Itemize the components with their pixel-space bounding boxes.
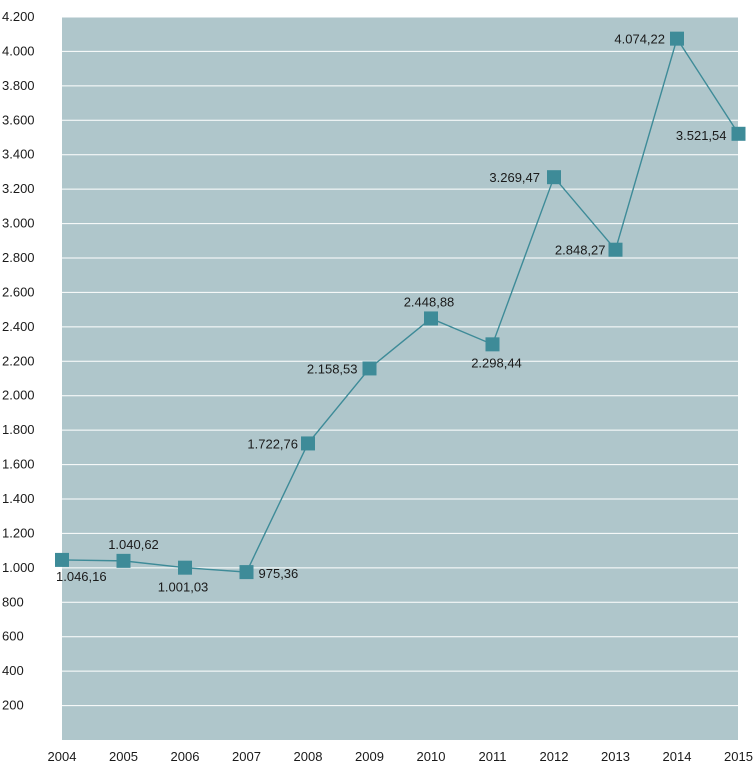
y-tick-label: 3.000 [2, 216, 35, 231]
y-tick-label: 4.000 [2, 43, 35, 58]
y-tick-label: 2.200 [2, 353, 35, 368]
data-point-marker [670, 31, 684, 46]
y-tick-label: 3.200 [2, 181, 35, 196]
data-point-marker [424, 311, 438, 326]
x-tick-label: 2008 [294, 749, 323, 764]
x-tick-label: 2010 [417, 749, 446, 764]
data-label: 1.722,76 [247, 436, 298, 451]
y-axis-ticks: 200 400 600 800 1.000 1.200 1.400 1.600 1.800 2.0… [2, 9, 35, 713]
data-point-marker [731, 126, 746, 141]
x-axis-ticks: 2004 2005 2006 2007 2008 2009 2010 2011 2012 2013… [48, 749, 753, 764]
y-tick-label: 200 [2, 698, 24, 713]
data-label: 2.848,27 [555, 243, 606, 258]
series-line [61, 36, 740, 573]
x-tick-label: 2011 [479, 749, 507, 764]
data-label: 1.046,16 [56, 569, 107, 584]
y-tick-label: 800 [2, 594, 24, 609]
y-tick-label: 1.000 [2, 560, 35, 575]
data-point-marker [178, 560, 192, 575]
gridlines [62, 16, 738, 707]
data-label: 4.074,22 [614, 32, 665, 47]
data-label: 975,36 [259, 566, 299, 581]
x-tick-label: 2004 [48, 749, 77, 764]
y-tick-label: 600 [2, 629, 24, 644]
data-label: 3.521,54 [676, 128, 727, 143]
data-label: 2.298,44 [471, 355, 522, 370]
y-tick-label: 4.200 [2, 9, 35, 24]
x-tick-label: 2007 [232, 749, 261, 764]
y-tick-label: 1.400 [2, 491, 35, 506]
x-tick-label: 2013 [601, 749, 630, 764]
data-label: 3.269,47 [489, 170, 540, 185]
data-point-marker [362, 361, 377, 376]
y-tick-label: 2.800 [2, 250, 35, 265]
x-tick-label: 2014 [663, 749, 692, 764]
x-tick-label: 2009 [355, 749, 384, 764]
y-tick-label: 400 [2, 663, 24, 678]
y-tick-label: 2.600 [2, 284, 35, 299]
y-tick-label: 2.000 [2, 388, 35, 403]
data-label: 1.001,03 [158, 580, 209, 595]
x-tick-label: 2015 [724, 749, 753, 764]
data-point-marker [301, 436, 315, 451]
data-label: 1.040,62 [108, 537, 159, 552]
y-tick-label: 3.800 [2, 78, 35, 93]
data-labels: 1.046,16 1.040,62 1.001,03 975,36 1.722,76 2.… [56, 32, 727, 595]
data-label: 2.158,53 [307, 361, 358, 376]
data-label: 2.448,88 [404, 294, 455, 309]
y-tick-label: 3.600 [2, 112, 35, 127]
series-line-layer [61, 36, 740, 573]
y-tick-label: 1.800 [2, 422, 35, 437]
data-points [55, 31, 746, 580]
data-point-marker [608, 242, 623, 257]
plot-area [62, 17, 738, 740]
x-tick-label: 2005 [109, 749, 138, 764]
data-point-marker [485, 337, 500, 352]
data-point-marker [116, 553, 131, 568]
data-point-marker [239, 565, 254, 580]
x-tick-label: 2012 [540, 749, 569, 764]
y-tick-label: 2.400 [2, 319, 35, 334]
y-tick-label: 3.400 [2, 147, 35, 162]
data-point-marker [55, 552, 69, 567]
y-tick-label: 1.200 [2, 525, 35, 540]
x-tick-label: 2006 [171, 749, 200, 764]
data-point-marker [547, 170, 561, 185]
y-tick-label: 1.600 [2, 457, 35, 472]
